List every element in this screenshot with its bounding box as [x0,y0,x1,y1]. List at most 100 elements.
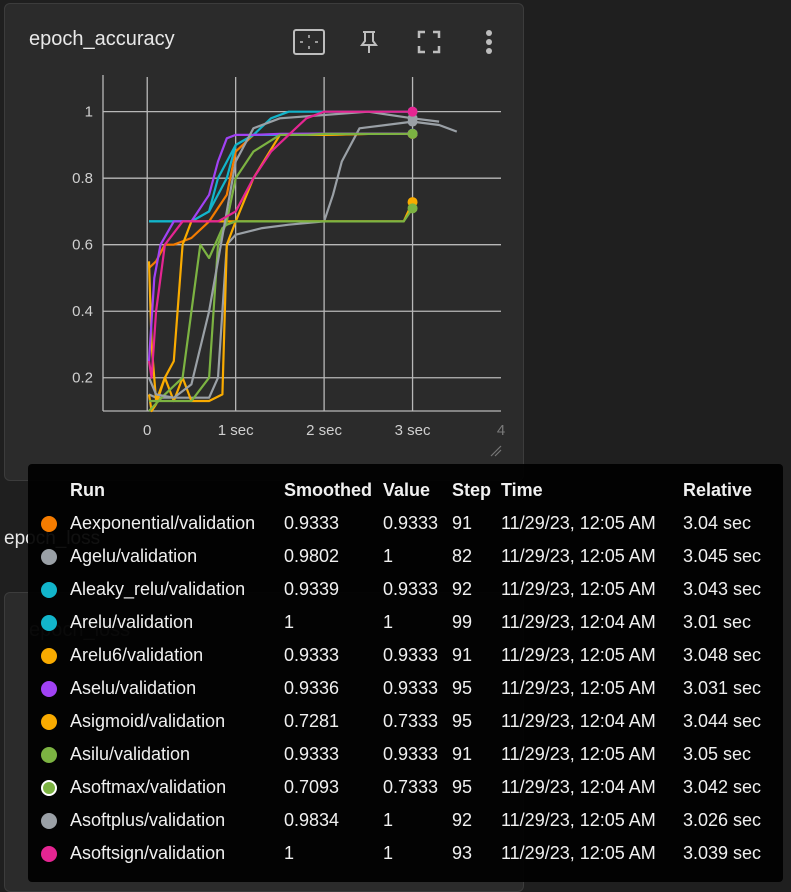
cell-value: 0.9333 [383,678,439,698]
card-title: epoch_accuracy [29,28,175,50]
cell-time: 11/29/23, 12:04 AM [501,711,656,731]
series-endpoint [407,106,418,117]
series-line[interactable] [147,110,413,379]
cell-step: 91 [452,645,473,665]
tooltip-row: Asoftsign/validation 1 1 93 11/29/23, 12:05 … [28,837,769,870]
cell-relative: 3.026 sec [683,810,762,830]
cell-value: 0.7333 [383,777,439,797]
cell-relative: 3.045 sec [683,546,762,566]
run-color-cell [28,837,70,870]
series-line[interactable] [147,110,440,399]
tooltip-row: Aexponential/validation 0.9333 0.9333 91 11/… [28,507,769,540]
chart-lines [147,110,458,413]
fit-domain-button[interactable] [293,26,325,58]
cell-step: 99 [452,612,473,632]
header-value: Value [383,479,431,500]
series-line[interactable] [149,110,413,223]
cell-step: 93 [452,843,473,863]
cell-value: 1 [383,546,394,566]
series-line[interactable] [149,132,413,403]
run-color-cell [28,639,70,672]
accuracy-chart[interactable]: 0.2 0.4 0.6 0.8 1 0 1 sec 2 sec 3 sec 4 [5,4,525,482]
cell-run: Agelu/validation [70,546,198,566]
run-color-dot [41,747,57,764]
x-tick-label: 4 [497,422,505,439]
header-relative: Relative [683,479,753,500]
run-color-cell [28,738,70,771]
cell-time: 11/29/23, 12:05 AM [501,513,656,533]
y-tick-label: 1 [85,104,93,121]
run-color-cell [28,672,70,705]
fit-domain-icon [293,29,325,55]
run-color-dot [41,615,57,632]
run-color-dot [41,780,57,797]
series-line[interactable] [147,201,414,413]
more-options-button[interactable] [473,26,505,58]
resize-handle-icon[interactable] [490,445,502,457]
cell-value: 0.9333 [383,645,439,665]
more-vert-icon [486,30,492,54]
cell-relative: 3.031 sec [683,678,762,698]
cell-relative: 3.043 sec [683,579,762,599]
run-color-cell [28,804,70,837]
x-tick-label: 1 sec [218,422,254,439]
run-color-dot [41,648,57,665]
run-color-cell [28,771,70,804]
cell-step: 92 [452,579,473,599]
cell-value: 0.7333 [383,711,439,731]
series-line[interactable] [148,132,413,269]
cell-run: Arelu6/validation [70,645,204,665]
run-color-cell [28,606,70,639]
cell-run: Aleaky_relu/validation [70,579,246,599]
pin-button[interactable] [353,26,385,58]
run-color-cell [28,573,70,606]
dot-header [28,474,70,507]
cell-value: 0.9333 [383,744,439,764]
x-axis: 0 1 sec 2 sec 3 sec 4 [143,422,505,439]
cell-step: 95 [452,678,473,698]
cell-relative: 3.039 sec [683,843,762,863]
cell-time: 11/29/23, 12:05 AM [501,579,656,599]
fullscreen-button[interactable] [413,26,445,58]
y-tick-label: 0.8 [72,170,93,187]
header-step: Step [452,479,492,500]
series-line[interactable] [148,120,458,399]
run-color-dot [41,813,57,830]
cell-run: Aselu/validation [70,678,197,698]
cell-step: 92 [452,810,473,830]
cell-step: 91 [452,744,473,764]
tooltip-table: Run Smoothed Value Step Time Relative Ae… [28,474,769,870]
cell-time: 11/29/23, 12:05 AM [501,678,656,698]
cell-time: 11/29/23, 12:05 AM [501,645,656,665]
cell-run: Asoftsign/validation [70,843,226,863]
cell-time: 11/29/23, 12:04 AM [501,777,656,797]
cell-run: Aexponential/validation [70,513,256,533]
series-line[interactable] [147,132,413,403]
tooltip-row: Asilu/validation 0.9333 0.9333 91 11/29/23, … [28,738,769,771]
header-smoothed: Smoothed [284,479,372,500]
pin-icon [360,31,378,53]
y-tick-label: 0.6 [72,237,93,254]
cell-run: Asoftplus/validation [70,810,226,830]
cell-time: 11/29/23, 12:05 AM [501,810,656,830]
cell-smoothed: 0.9333 [284,513,340,533]
run-color-dot [41,582,57,599]
y-tick-label: 0.2 [72,370,93,387]
tooltip-header-row: Run Smoothed Value Step Time Relative [28,474,769,507]
cell-relative: 3.048 sec [683,645,762,665]
tooltip-row: Arelu6/validation 0.9333 0.9333 91 11/29/23,… [28,639,769,672]
cell-relative: 3.042 sec [683,777,762,797]
cell-smoothed: 0.9802 [284,546,340,566]
run-color-dot [41,846,57,863]
cell-step: 91 [452,513,473,533]
series-line[interactable] [149,132,413,223]
cell-step: 95 [452,777,473,797]
cell-value: 0.9333 [383,579,439,599]
run-color-dot [41,549,57,566]
fullscreen-icon [417,30,441,54]
series-line[interactable] [148,207,414,412]
cell-relative: 3.04 sec [683,513,752,533]
run-color-cell [28,540,70,573]
y-tick-label: 0.4 [72,303,93,320]
